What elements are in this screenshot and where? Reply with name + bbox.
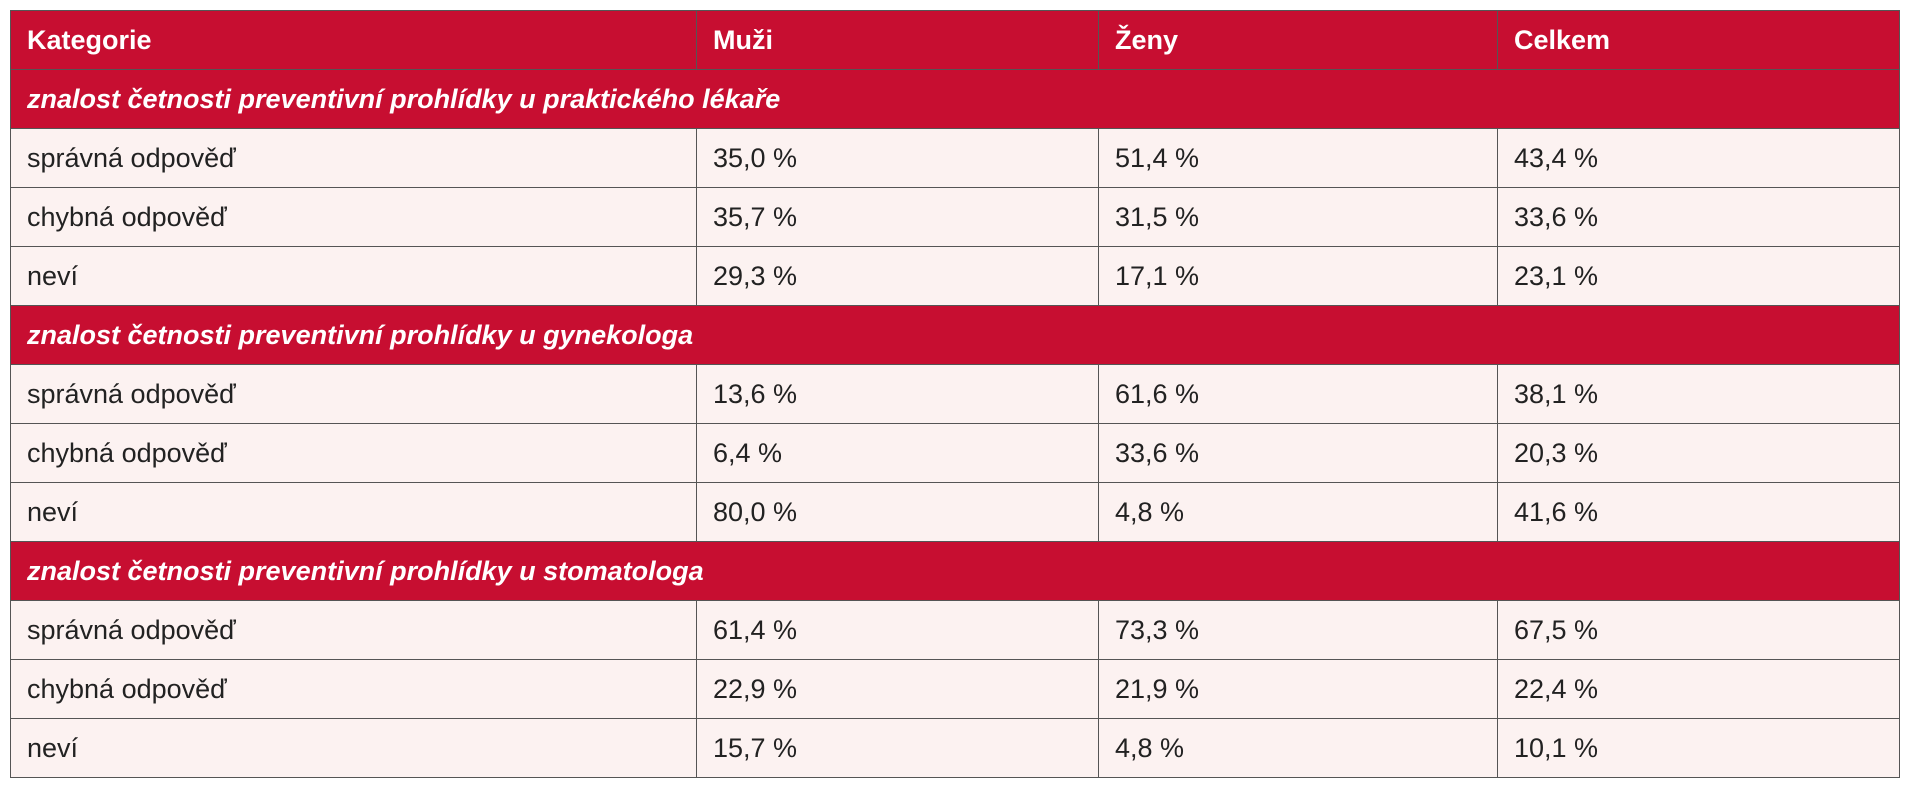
section-row: znalost četnosti preventivní prohlídky u… [10,305,1900,365]
data-cell: 10,1 % [1497,718,1900,778]
data-cell: 73,3 % [1098,600,1498,660]
data-cell: 4,8 % [1098,718,1498,778]
data-cell: 13,6 % [696,364,1099,424]
data-cell: 31,5 % [1098,187,1498,247]
row-label: chybná odpověď [10,659,697,719]
data-row: chybná odpověď 35,7 % 31,5 % 33,6 % [10,187,1900,247]
data-row: správná odpověď 13,6 % 61,6 % 38,1 % [10,364,1900,424]
header-cell: Muži [696,10,1099,70]
data-row: správná odpověď 35,0 % 51,4 % 43,4 % [10,128,1900,188]
row-label: správná odpověď [10,600,697,660]
header-cell: Kategorie [10,10,697,70]
table-wrapper: Kategorie Muži Ženy Celkem znalost četnosti… [10,10,1900,778]
data-table: Kategorie Muži Ženy Celkem znalost četnosti… [10,10,1900,778]
data-cell: 22,4 % [1497,659,1900,719]
section-title: znalost četnosti preventivní prohlídky u… [10,541,1900,601]
data-cell: 38,1 % [1497,364,1900,424]
data-cell: 41,6 % [1497,482,1900,542]
data-cell: 22,9 % [696,659,1099,719]
data-cell: 23,1 % [1497,246,1900,306]
data-row: neví 15,7 % 4,8 % 10,1 % [10,718,1900,778]
data-cell: 4,8 % [1098,482,1498,542]
section-title: znalost četnosti preventivní prohlídky u… [10,69,1900,129]
data-row: správná odpověď 61,4 % 73,3 % 67,5 % [10,600,1900,660]
data-row: chybná odpověď 22,9 % 21,9 % 22,4 % [10,659,1900,719]
row-label: neví [10,482,697,542]
data-row: neví 80,0 % 4,8 % 41,6 % [10,482,1900,542]
section-row: znalost četnosti preventivní prohlídky u… [10,69,1900,129]
data-cell: 21,9 % [1098,659,1498,719]
data-cell: 61,4 % [696,600,1099,660]
row-label: správná odpověď [10,128,697,188]
data-cell: 20,3 % [1497,423,1900,483]
header-cell: Ženy [1098,10,1498,70]
data-row: neví 29,3 % 17,1 % 23,1 % [10,246,1900,306]
data-cell: 35,0 % [696,128,1099,188]
data-cell: 33,6 % [1098,423,1498,483]
row-label: neví [10,718,697,778]
data-cell: 51,4 % [1098,128,1498,188]
data-cell: 43,4 % [1497,128,1900,188]
data-cell: 80,0 % [696,482,1099,542]
data-cell: 6,4 % [696,423,1099,483]
data-cell: 61,6 % [1098,364,1498,424]
section-row: znalost četnosti preventivní prohlídky u… [10,541,1900,601]
row-label: chybná odpověď [10,187,697,247]
header-cell: Celkem [1497,10,1900,70]
data-cell: 35,7 % [696,187,1099,247]
data-cell: 29,3 % [696,246,1099,306]
data-row: chybná odpověď 6,4 % 33,6 % 20,3 % [10,423,1900,483]
row-label: správná odpověď [10,364,697,424]
data-cell: 67,5 % [1497,600,1900,660]
row-label: neví [10,246,697,306]
header-row: Kategorie Muži Ženy Celkem [10,10,1900,70]
row-label: chybná odpověď [10,423,697,483]
data-cell: 33,6 % [1497,187,1900,247]
section-title: znalost četnosti preventivní prohlídky u… [10,305,1900,365]
data-cell: 15,7 % [696,718,1099,778]
data-cell: 17,1 % [1098,246,1498,306]
